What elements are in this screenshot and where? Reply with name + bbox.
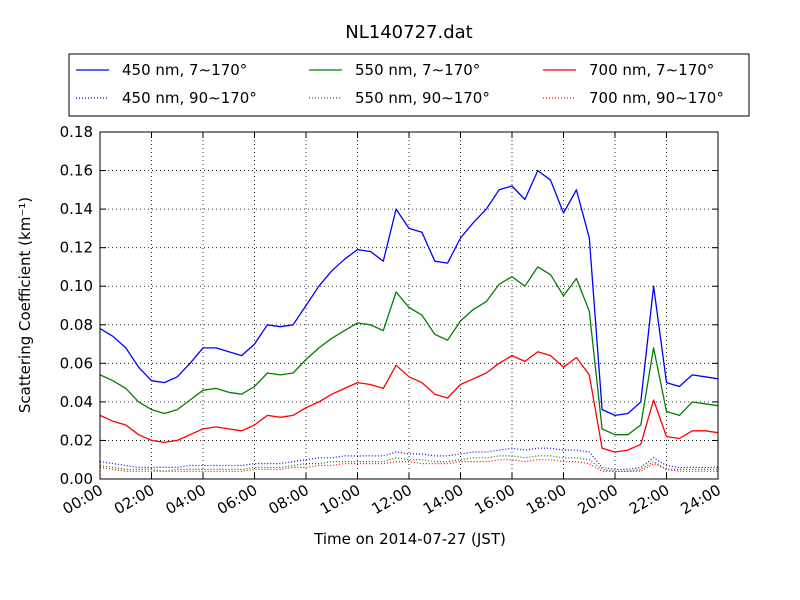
x-tick-label: 24:00 — [678, 481, 724, 518]
x-tick-label: 06:00 — [214, 481, 260, 518]
y-tick-label: 0.16 — [60, 162, 93, 180]
y-tick-label: 0.04 — [60, 393, 93, 411]
series-line-1 — [99, 447, 718, 470]
y-tick-label: 0.00 — [60, 470, 93, 488]
legend-label-1: 450 nm, 90∼170° — [122, 89, 257, 107]
x-axis-label: Time on 2014-07-27 (JST) — [313, 530, 506, 548]
y-tick-label: 0.08 — [60, 316, 93, 334]
y-tick-label: 0.06 — [60, 354, 93, 372]
series-line-4 — [99, 351, 719, 453]
y-tick-label: 0.14 — [60, 200, 93, 218]
x-tick-label: 04:00 — [163, 481, 209, 518]
x-tick-label: 10:00 — [317, 481, 363, 518]
legend-label-4: 700 nm, 7∼170° — [589, 61, 714, 79]
plot-series — [99, 169, 719, 472]
x-tick-label: 12:00 — [369, 481, 415, 518]
y-axis-label: Scattering Coefficient (km⁻¹) — [16, 197, 34, 413]
y-tick-label: 0.02 — [60, 431, 93, 449]
x-tick-label: 18:00 — [523, 481, 569, 518]
legend-label-5: 700 nm, 90∼170° — [589, 89, 724, 107]
series-line-2 — [99, 266, 719, 436]
legend-label-3: 550 nm, 90∼170° — [355, 89, 490, 107]
grid — [100, 132, 718, 479]
x-tick-label: 16:00 — [472, 481, 518, 518]
series-line-0 — [99, 169, 719, 417]
y-tick-label: 0.10 — [60, 277, 93, 295]
legend: 450 nm, 7∼170° 550 nm, 7∼170° 700 nm, 7∼17… — [68, 53, 750, 117]
x-tick-label: 02:00 — [111, 481, 157, 518]
x-tick-label: 08:00 — [266, 481, 312, 518]
x-tick-label: 22:00 — [626, 481, 672, 518]
legend-label-2: 550 nm, 7∼170° — [355, 61, 480, 79]
legend-box — [68, 53, 750, 117]
x-tick-label: 20:00 — [575, 481, 621, 518]
axis-ticks: 00:00 02:00 04:00 06:00 08:00 10:00 12:00 14:00… — [60, 123, 724, 518]
y-tick-label: 0.12 — [60, 239, 93, 257]
legend-label-0: 450 nm, 7∼170° — [122, 61, 247, 79]
y-tick-label: 0.18 — [60, 123, 93, 141]
x-tick-label: 14:00 — [420, 481, 466, 518]
chart-title: NL140727.dat — [345, 22, 472, 43]
series-line-5 — [99, 459, 718, 472]
